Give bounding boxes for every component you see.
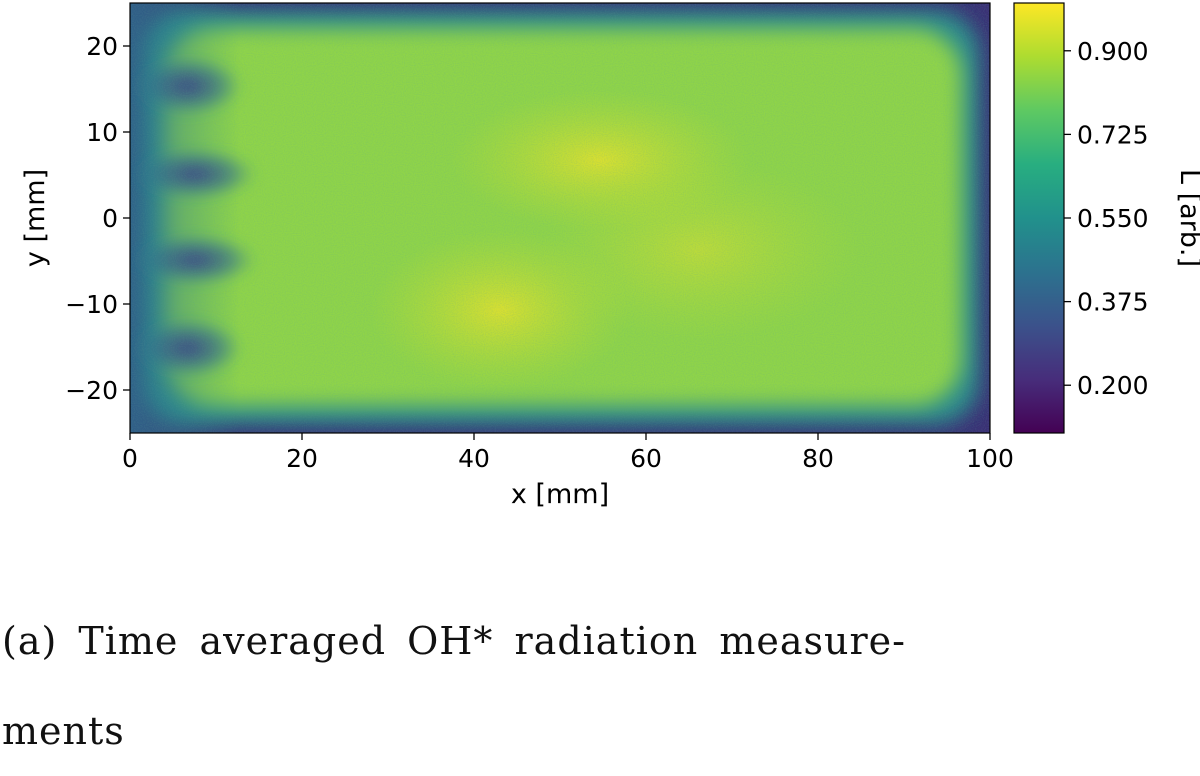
heatmap-image	[130, 3, 990, 433]
y-axis-label: y [mm]	[20, 169, 51, 267]
y-tick-label: 0	[102, 204, 118, 233]
figure-caption: (a) Time averaged OH* radiation measure-…	[2, 596, 1002, 776]
x-tick-label: 0	[122, 444, 138, 473]
colorbar-tick-label: 0.725	[1077, 120, 1149, 149]
colorbar-label: L [arb.]	[1174, 169, 1200, 267]
y-tick-label: −20	[65, 376, 118, 405]
x-tick-label: 80	[802, 444, 834, 473]
axis-ticks: 0 20 40 60 80 10020100−10−200.9000.7250.5500.…	[65, 32, 1148, 473]
heatmap-figure: 0 20 40 60 80 10020100−10−200.9000.7250.5500.…	[20, 2, 1200, 510]
y-tick-label: 20	[86, 32, 118, 61]
x-axis-label: x [mm]	[511, 479, 609, 510]
x-tick-label: 60	[630, 444, 662, 473]
x-tick-label: 40	[458, 444, 490, 473]
x-tick-label: 100	[966, 444, 1014, 473]
x-tick-label: 20	[286, 444, 318, 473]
y-tick-label: −10	[65, 290, 118, 319]
colorbar-tick-label: 0.550	[1077, 204, 1149, 233]
caption-line-1: (a) Time averaged OH* radiation measure-	[2, 619, 906, 663]
colorbar-tick-label: 0.200	[1077, 371, 1149, 400]
caption-line-2: ments	[2, 709, 125, 753]
colorbar-tick-label: 0.900	[1077, 37, 1149, 66]
colorbar	[1014, 3, 1064, 433]
y-tick-label: 10	[86, 118, 118, 147]
colorbar-tick-label: 0.375	[1077, 288, 1149, 317]
